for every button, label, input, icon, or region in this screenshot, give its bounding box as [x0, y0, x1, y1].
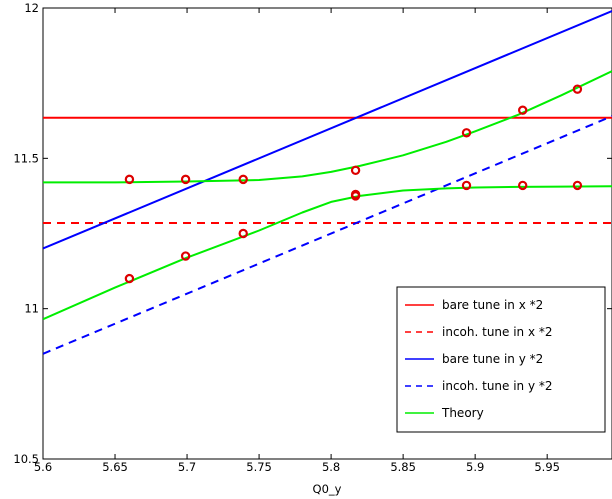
- legend-label: bare tune in x *2: [442, 298, 543, 312]
- x-tick-label: 5.9: [466, 460, 484, 474]
- data-point-marker: [180, 251, 191, 261]
- data-point-marker: [350, 191, 361, 201]
- legend-label: incoh. tune in y *2: [442, 379, 553, 393]
- x-tick-label: 5.65: [102, 460, 128, 474]
- x-tick-label: 5.75: [246, 460, 272, 474]
- x-tick-label: 5.7: [178, 460, 196, 474]
- x-tick-label: 5.85: [390, 460, 416, 474]
- y-tick-label: 11.5: [13, 151, 39, 165]
- data-point-marker: [238, 228, 248, 239]
- series-line-2: [43, 10, 612, 250]
- data-point-marker: [517, 180, 528, 191]
- x-axis-label: Q0_y: [313, 482, 342, 496]
- data-point-marker: [572, 84, 583, 94]
- data-point-marker: [180, 174, 191, 185]
- x-tick-label: 5.8: [322, 460, 340, 474]
- y-tick-label: 11: [24, 302, 39, 316]
- data-point-marker: [238, 174, 248, 185]
- legend-label: incoh. tune in x *2: [442, 325, 553, 339]
- data-point-marker: [572, 180, 583, 191]
- data-point-marker: [461, 180, 472, 191]
- legend-label: Theory: [441, 406, 484, 420]
- data-point-marker: [124, 273, 135, 284]
- data-point-marker: [517, 105, 528, 115]
- series-line-4: [43, 70, 612, 184]
- y-tick-label: 10.5: [13, 452, 39, 466]
- series-line-3: [43, 115, 612, 355]
- legend-label: bare tune in y *2: [442, 352, 543, 366]
- data-point-marker: [350, 165, 361, 176]
- legend: bare tune in x *2 incoh. tune in x *2 bare…: [396, 286, 606, 433]
- x-tick-label: 5.95: [534, 460, 560, 474]
- data-point-marker: [461, 128, 472, 138]
- x-tick-label: 5.6: [34, 460, 52, 474]
- data-point-marker: [124, 174, 135, 185]
- y-tick-label: 12: [24, 1, 39, 15]
